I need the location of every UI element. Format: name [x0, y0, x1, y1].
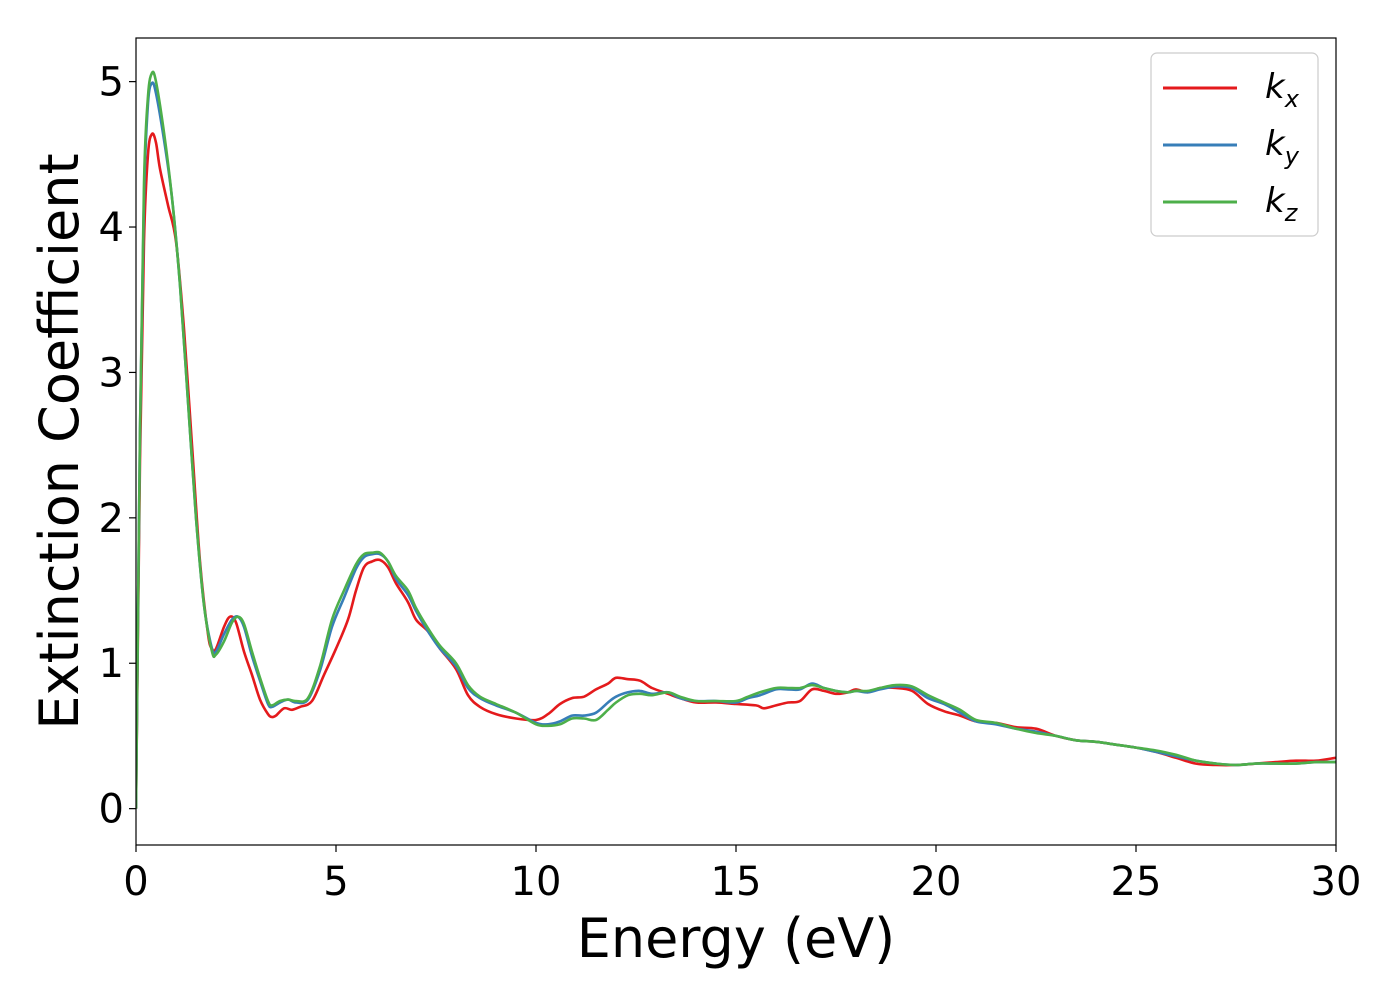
y-tick-label: 4 — [99, 205, 124, 251]
y-axis-title: Extinction Coefficient — [28, 153, 91, 729]
series-line-k_z — [136, 70, 1336, 809]
legend-label-main: k — [1265, 124, 1286, 164]
x-tick-label: 10 — [511, 859, 562, 905]
y-tick-label: 2 — [99, 496, 124, 542]
x-tick-label: 20 — [911, 859, 962, 905]
y-tick-label: 5 — [99, 60, 124, 106]
x-tick-label: 15 — [711, 859, 762, 905]
legend-label-main: k — [1265, 67, 1286, 107]
y-tick-label: 0 — [99, 787, 124, 833]
legend-label-k_z: kz — [1265, 181, 1299, 227]
legend-label-subscript: y — [1284, 142, 1300, 170]
x-tick-label: 0 — [123, 859, 148, 905]
legend-label-k_y: ky — [1265, 124, 1300, 170]
legend-label-subscript: x — [1284, 85, 1300, 113]
y-tick-label: 3 — [99, 350, 124, 396]
x-tick-label: 30 — [1311, 859, 1362, 905]
legend-label-subscript: z — [1284, 199, 1299, 227]
x-axis-title: Energy (eV) — [577, 907, 896, 970]
y-tick-label: 1 — [99, 641, 124, 687]
x-tick-label: 5 — [323, 859, 348, 905]
legend-label-k_x: kx — [1265, 67, 1300, 113]
tick-layer: 0 5 10 15 20 25 30 0 1 2 3 4 5 — [99, 60, 1362, 905]
legend-label-main: k — [1265, 181, 1286, 221]
x-tick-label: 25 — [1111, 859, 1162, 905]
series-layer — [136, 70, 1336, 809]
